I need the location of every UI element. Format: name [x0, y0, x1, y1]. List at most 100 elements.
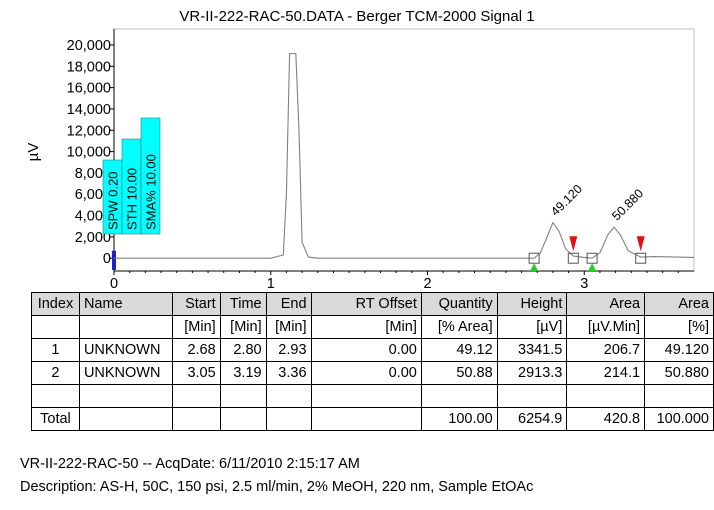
chromatogram-chart: 0 2,000 4,000 6,000 8,000 10,000 12,000 14,000 1… — [25, 28, 695, 292]
empty-cell — [265, 384, 312, 408]
y-tick-label: 16,000 — [67, 81, 111, 97]
header-quantity: Quantity — [420, 292, 498, 316]
y-tick-label: 12,000 — [67, 123, 111, 139]
cell-index: 2 — [31, 361, 80, 385]
header-index: Index — [31, 292, 80, 316]
x-tick-label: 2 — [423, 276, 431, 292]
header-end: End — [265, 292, 312, 316]
cell-start: 2.68 — [171, 338, 221, 362]
empty-cell — [31, 384, 80, 408]
table-row: 1 UNKNOWN 2.68 2.80 2.93 0.00 49.12 3341… — [31, 338, 714, 362]
peak-end-box — [635, 252, 647, 264]
peak-end-marker — [636, 236, 645, 252]
peak-start-marker — [530, 263, 539, 271]
x-tick-label: 1 — [267, 276, 275, 292]
start-marker — [112, 250, 116, 270]
peak-start-box — [586, 252, 598, 264]
cell-rt-offset: 0.00 — [310, 361, 422, 385]
cell-name: UNKNOWN — [78, 361, 173, 385]
y-tick-label: 4,000 — [75, 209, 111, 225]
cell-height: 2913.3 — [496, 361, 568, 385]
unit-cell: [Min] — [219, 315, 267, 339]
parameter-annotation-box — [140, 117, 161, 235]
table-row: 2 UNKNOWN 3.05 3.19 3.36 0.00 50.88 2913… — [31, 361, 714, 385]
x-tick-label: 3 — [580, 276, 588, 292]
acquisition-info: VR-II-222-RAC-50 -- AcqDate: 6/11/2010 2… — [20, 456, 360, 472]
cell-name: UNKNOWN — [78, 338, 173, 362]
peak-end-marker — [569, 236, 578, 252]
unit-cell: [Min] — [171, 315, 221, 339]
chart-title: VR-II-222-RAC-50.DATA - Berger TCM-2000 … — [179, 8, 535, 25]
results-table: Index Name Start Time End RT Offset Quan… — [31, 292, 714, 431]
header-start: Start — [171, 292, 221, 316]
cell-area-percent: 49.120 — [644, 338, 714, 362]
header-rt-offset: RT Offset — [310, 292, 422, 316]
cell-end: 2.93 — [265, 338, 312, 362]
empty-cell — [78, 384, 173, 408]
y-tick-label: 20,000 — [67, 38, 111, 54]
signal-trace — [114, 52, 695, 259]
total-cell — [219, 407, 267, 431]
peak-start-box — [528, 252, 540, 264]
cell-rt-offset: 0.00 — [310, 338, 422, 362]
unit-cell: [%] — [644, 315, 714, 339]
total-area: 420.8 — [566, 407, 646, 431]
y-tick-label: 2,000 — [75, 230, 111, 246]
total-area-percent: 100.000 — [644, 407, 714, 431]
total-quantity: 100.00 — [420, 407, 498, 431]
y-tick-label: 18,000 — [67, 59, 111, 75]
empty-cell — [171, 384, 221, 408]
peak-end-box — [567, 252, 579, 264]
y-tick-label: 0 — [103, 251, 111, 267]
total-cell — [265, 407, 312, 431]
header-area: Area — [566, 292, 646, 316]
empty-cell — [566, 384, 646, 408]
parameter-annotation-text: SMA% 10.00 — [144, 154, 159, 230]
cell-height: 3341.5 — [496, 338, 568, 362]
unit-cell: [µV] — [496, 315, 568, 339]
empty-cell — [496, 384, 568, 408]
cell-area-percent: 50.880 — [644, 361, 714, 385]
units-row: [Min] [Min] [Min] [Min] [% Area] [µV] [µ… — [31, 315, 714, 339]
unit-cell: [µV.Min] — [566, 315, 646, 339]
cell-quantity: 50.88 — [420, 361, 498, 385]
method-description: Description: AS-H, 50C, 150 psi, 2.5 ml/… — [20, 479, 534, 495]
y-tick-label: 8,000 — [75, 166, 111, 182]
total-row: Total 100.00 6254.9 420.8 100.000 — [31, 407, 714, 431]
total-cell — [78, 407, 173, 431]
unit-cell — [78, 315, 173, 339]
cell-area: 214.1 — [566, 361, 646, 385]
header-height: Height — [496, 292, 568, 316]
unit-cell: [Min] — [310, 315, 422, 339]
empty-cell — [644, 384, 714, 408]
unit-cell: [Min] — [265, 315, 312, 339]
y-tick-label: 6,000 — [75, 187, 111, 203]
peak-start-marker — [588, 263, 597, 271]
parameter-annotation-text: SPW 0.20 — [106, 171, 121, 230]
y-axis-label: µV — [25, 143, 42, 162]
empty-cell — [310, 384, 422, 408]
y-tick-label: 14,000 — [67, 102, 111, 118]
total-cell — [171, 407, 221, 431]
cell-end: 3.36 — [265, 361, 312, 385]
empty-cell — [420, 384, 498, 408]
table-header-row: Index Name Start Time End RT Offset Quan… — [31, 292, 714, 316]
cell-start: 3.05 — [171, 361, 221, 385]
total-height: 6254.9 — [496, 407, 568, 431]
unit-cell: [% Area] — [420, 315, 498, 339]
total-label: Total — [31, 407, 80, 431]
cell-quantity: 49.12 — [420, 338, 498, 362]
cell-time: 2.80 — [219, 338, 267, 362]
cell-index: 1 — [31, 338, 80, 362]
empty-row — [31, 384, 714, 408]
y-tick-label: 10,000 — [67, 145, 111, 161]
cell-time: 3.19 — [219, 361, 267, 385]
empty-cell — [219, 384, 267, 408]
parameter-annotation-text: STH 10.00 — [125, 168, 140, 230]
total-cell — [310, 407, 422, 431]
unit-cell — [31, 315, 80, 339]
x-tick-label: 0 — [110, 276, 118, 292]
peak-label: 49.120 — [548, 182, 585, 219]
header-name: Name — [78, 292, 173, 316]
header-area-percent: Area — [644, 292, 714, 316]
